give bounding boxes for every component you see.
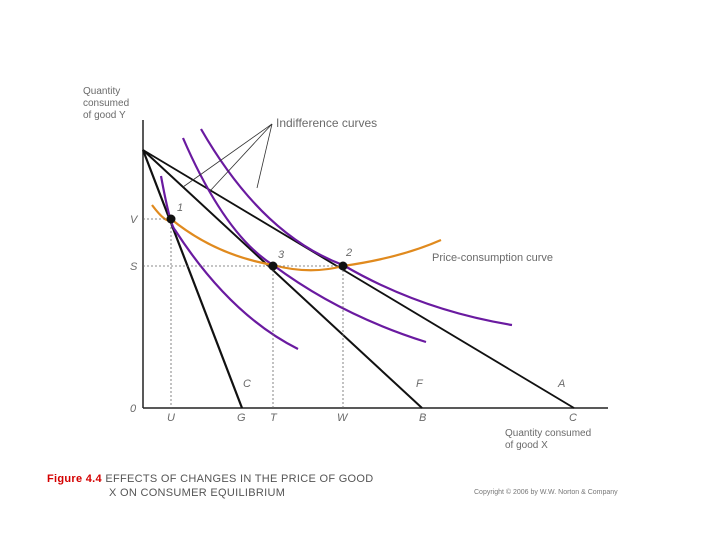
copyright-notice: Copyright © 2006 by W.W. Norton & Compan… [474,489,618,496]
budget-line-a [142,149,575,409]
x-tick-t: T [270,412,278,424]
indifference-curves-label: Indifference curves [276,116,377,130]
x-tick-c: C [569,412,577,424]
indifference-pointers [182,123,273,192]
point-label-2: 2 [345,247,352,259]
y-tick-s: S [130,261,138,273]
budget-label-a: A [557,378,565,390]
indifference-curve-3 [200,128,513,327]
equilibrium-point-2 [338,261,348,271]
y-tick-v: V [130,214,139,226]
point-label-1: 1 [177,202,183,214]
budget-line-f [142,149,423,409]
y-axis-label-2: consumed [83,98,129,109]
y-tick-0: 0 [130,403,137,415]
pcc-label: Price-consumption curve [432,252,553,264]
x-tick-w: W [337,412,349,424]
budget-label-f: F [416,378,424,390]
y-axis-label-3: of good Y [83,110,126,121]
caption-line-1: EFFECTS OF CHANGES IN THE PRICE OF GOOD [105,473,374,485]
caption-line-2: X ON CONSUMER EQUILIBRIUM [109,487,286,499]
budget-label-c: C [243,378,251,390]
figure-caption: Figure 4.4 EFFECTS OF CHANGES IN THE PRI… [47,472,374,500]
indifference-curve-2 [181,137,427,344]
x-tick-b: B [419,412,426,424]
indifference-curve-1 [159,175,299,350]
y-axis-label-1: Quantity [83,86,120,97]
budget-line-c [141,149,244,409]
point-label-3: 3 [278,249,285,261]
figure-number: Figure 4.4 [47,473,102,485]
x-tick-u: U [167,412,175,424]
x-tick-g: G [237,412,246,424]
equilibrium-point-3 [268,261,278,271]
guide-lines [143,218,344,408]
x-axis-label-2: of good X [505,440,548,451]
equilibrium-point-1 [166,214,176,224]
x-axis-label-1: Quantity consumed [505,428,591,439]
